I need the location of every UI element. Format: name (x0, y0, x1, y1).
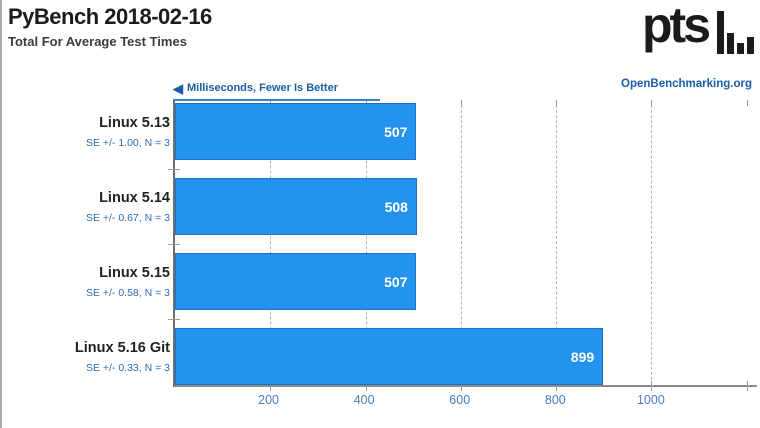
standard-error-note: SE +/- 0.67, N = 3 (85, 211, 170, 224)
x-tick-label-800: 800 (544, 393, 566, 407)
grid-layer (168, 100, 757, 391)
standard-error-note: SE +/- 0.58, N = 3 (85, 286, 170, 299)
bar-value-label: 508 (384, 198, 408, 215)
bar-linux-5-13: 507 (175, 103, 417, 160)
gridline-1000 (651, 100, 653, 385)
gridline-400 (365, 100, 367, 385)
plot-area: 507 508 507 899 (168, 99, 757, 391)
gridline-200 (270, 100, 272, 385)
category-name: Linux 5.15 (99, 264, 170, 281)
category-label-row: Linux 5.15 SE +/- 0.58, N = 3 (0, 253, 170, 310)
tick-bottom-600 (460, 381, 462, 391)
bar-value-label: 899 (570, 348, 595, 365)
unit-label: Milliseconds, Fewer Is Better (187, 82, 338, 94)
bar-value-label: 507 (384, 123, 408, 140)
tick-top-800 (556, 100, 557, 106)
tick-bottom-400 (365, 381, 367, 391)
tick-bottom-800 (556, 381, 557, 391)
x-axis-labels: 200 400 600 800 1000 (173, 393, 757, 411)
gridline-800 (556, 100, 557, 385)
window-edge-line (0, 0, 2, 428)
bar-linux-5-14: 508 (175, 178, 417, 235)
tick-top-600 (460, 100, 462, 106)
x-tick-label-600: 600 (449, 393, 471, 407)
y-axis-tick-cross (168, 244, 180, 245)
bar-linux-5-15: 507 (175, 253, 417, 310)
pts-logo: pts (642, 0, 754, 62)
standard-error-note: SE +/- 1.00, N = 3 (85, 136, 170, 149)
page-subtitle: Total For Average Test Times (8, 34, 187, 49)
x-tick-label-400: 400 (353, 393, 375, 407)
x-tick-label-200: 200 (258, 393, 280, 407)
pts-logo-barchart-icon (717, 11, 754, 54)
openbenchmarking-link[interactable]: OpenBenchmarking.org (621, 78, 752, 90)
tick-bottom-200 (270, 381, 272, 391)
standard-error-note: SE +/- 0.33, N = 3 (85, 361, 170, 374)
category-name: Linux 5.14 (99, 189, 170, 206)
left-arrow-icon: ◀ (173, 80, 183, 96)
bar-value-label: 507 (384, 273, 408, 290)
bars-layer: 507 508 507 899 (175, 100, 757, 385)
tick-bottom-1200 (746, 381, 748, 391)
category-label-row: Linux 5.13 SE +/- 1.00, N = 3 (0, 103, 170, 160)
pts-logo-text: pts (642, 0, 711, 53)
category-label-row: Linux 5.16 Git SE +/- 0.33, N = 3 (0, 328, 170, 385)
page-title: PyBench 2018-02-16 (8, 4, 212, 29)
plot-top-accent-line (173, 99, 380, 101)
tick-bottom-1000 (651, 381, 653, 391)
unit-label-row: ◀ Milliseconds, Fewer Is Better (173, 80, 338, 96)
tick-top-1200 (746, 100, 748, 106)
y-axis-tick-cross (168, 169, 180, 170)
tick-top-1000 (651, 100, 653, 106)
y-axis-tick-cross (168, 319, 180, 320)
category-name: Linux 5.16 Git (74, 339, 170, 356)
category-name: Linux 5.13 (99, 114, 170, 131)
x-tick-label-1000: 1000 (636, 393, 665, 407)
gridline-600 (460, 100, 462, 385)
bar-linux-5-16-git: 899 (175, 328, 604, 385)
category-label-row: Linux 5.14 SE +/- 0.67, N = 3 (0, 178, 170, 235)
